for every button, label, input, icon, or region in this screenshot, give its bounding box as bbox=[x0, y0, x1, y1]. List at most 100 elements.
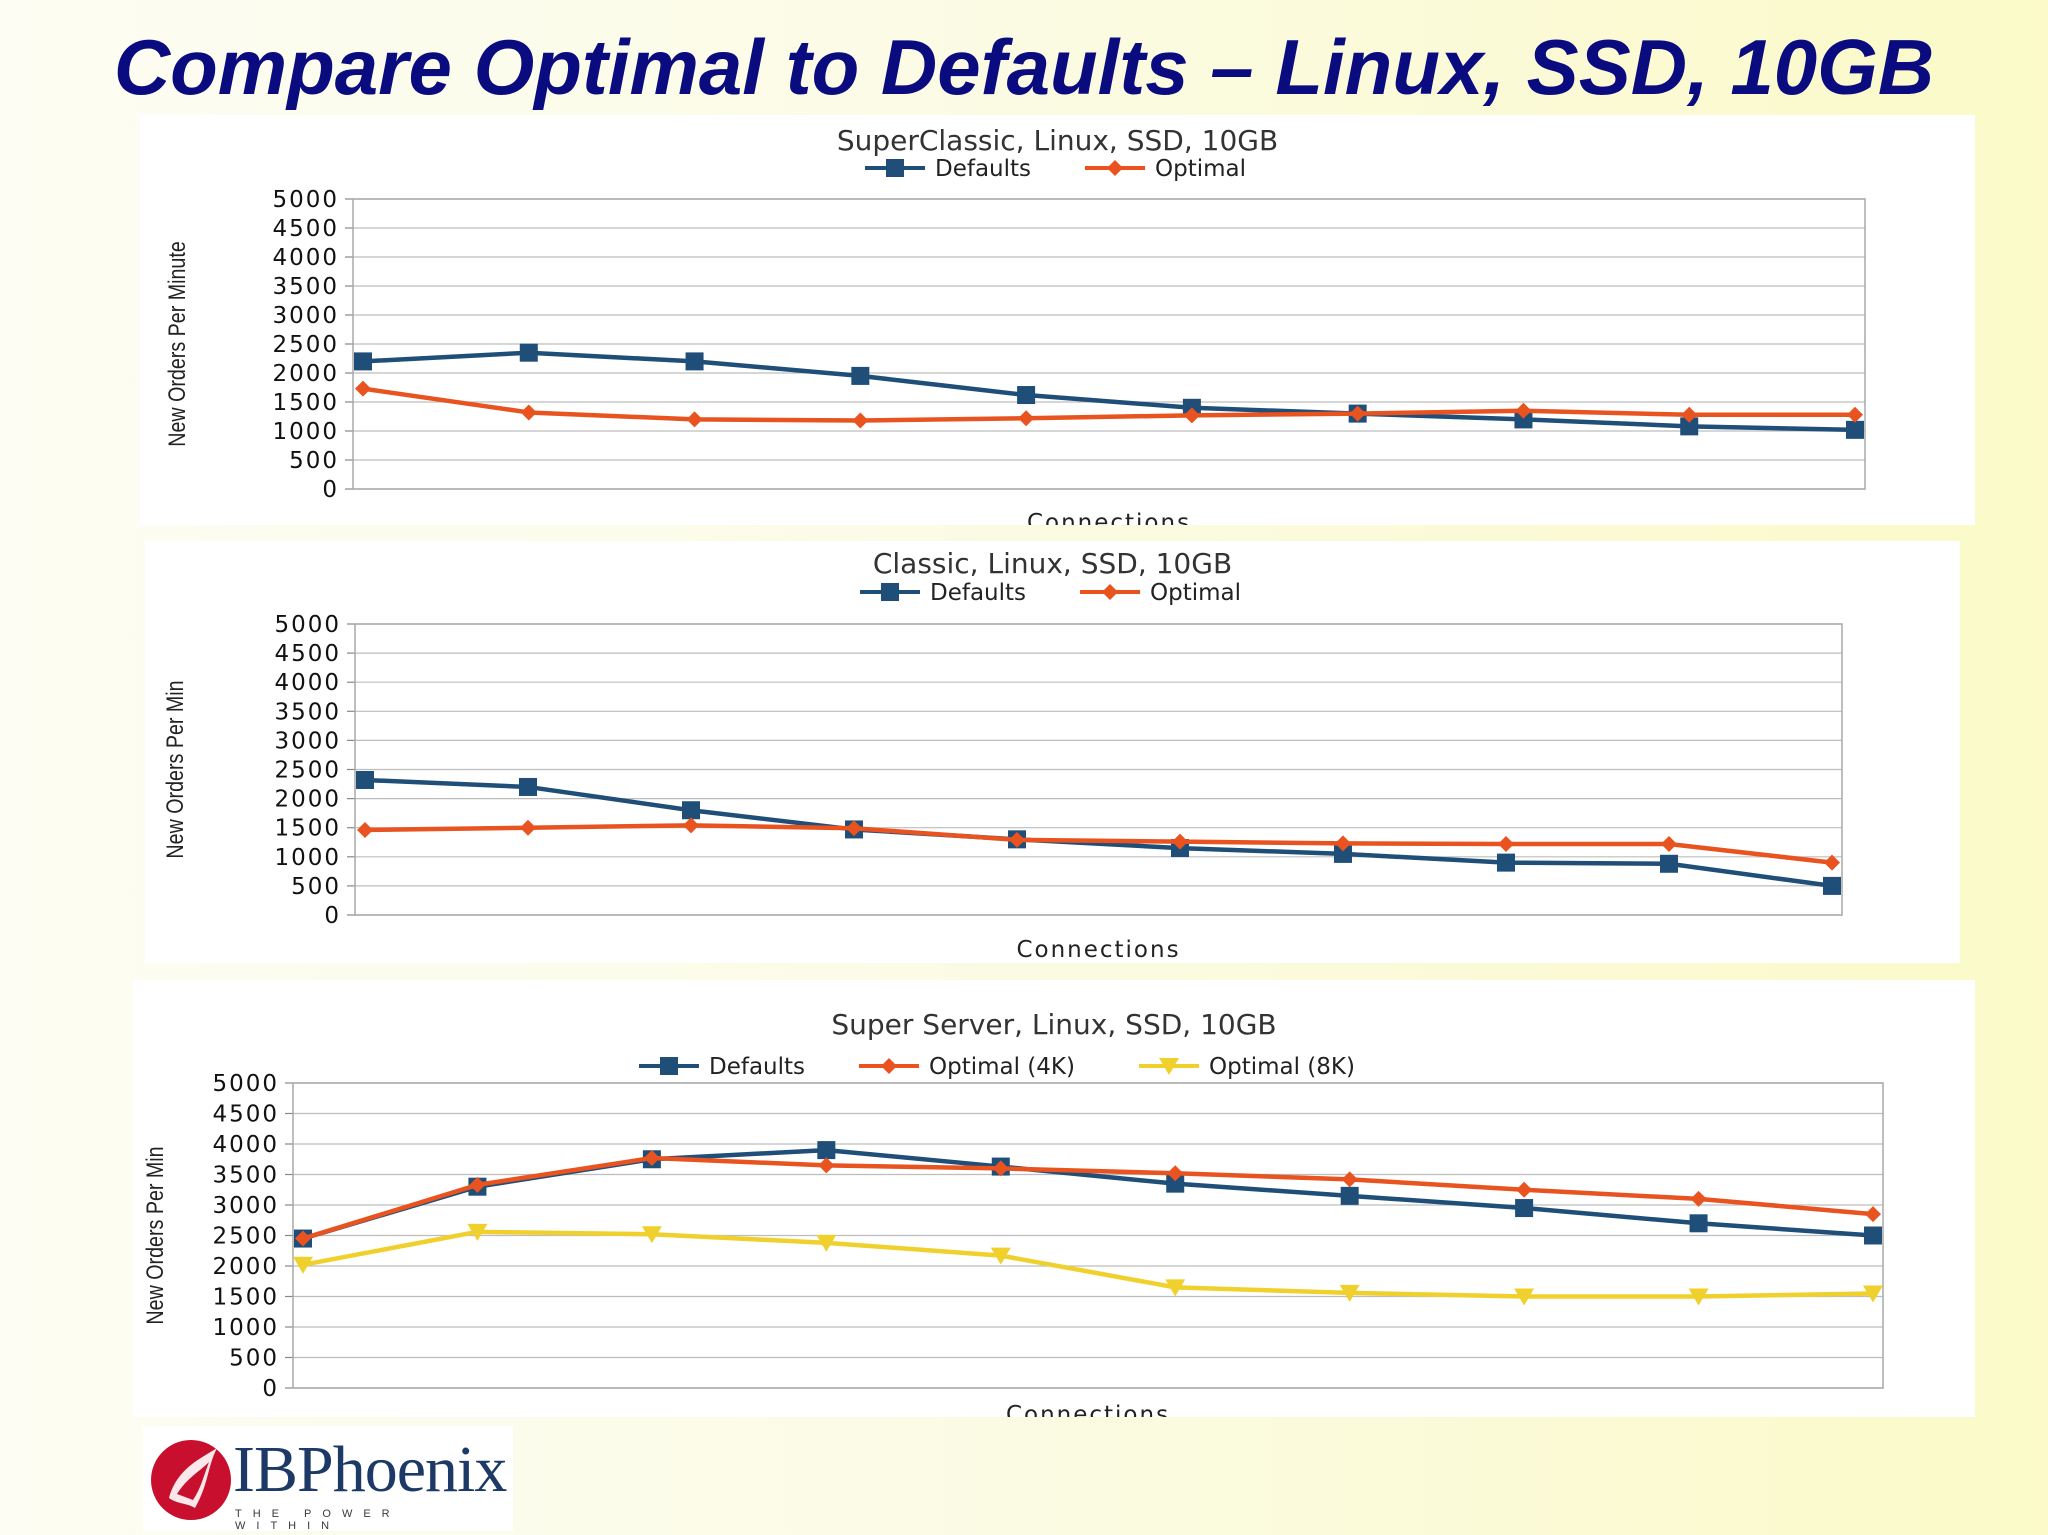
data-point bbox=[683, 817, 699, 834]
y-axis-label: New Orders Per Min bbox=[161, 680, 188, 858]
y-tick-label: 500 bbox=[229, 1346, 279, 1372]
y-tick-label: 3000 bbox=[274, 728, 341, 754]
data-point bbox=[520, 819, 536, 836]
series-line bbox=[362, 386, 1855, 423]
series-line bbox=[362, 350, 1856, 433]
y-tick-label: 2500 bbox=[272, 332, 339, 358]
data-point bbox=[1823, 876, 1841, 895]
data-point bbox=[1865, 1206, 1881, 1223]
series-line bbox=[302, 1155, 1874, 1241]
y-tick-label: 3500 bbox=[272, 274, 339, 300]
legend-label: Optimal (8K) bbox=[1209, 1054, 1355, 1080]
data-point bbox=[816, 1234, 837, 1252]
x-axis-label: Connections bbox=[1027, 510, 1191, 525]
series-optimal-4k bbox=[295, 1150, 1881, 1247]
data-point bbox=[852, 412, 869, 429]
chart-grid: 0 500 1000 1500 2000 2500 3000 3500 4000 4500 5000 bbox=[274, 612, 1842, 929]
data-point bbox=[1514, 1288, 1535, 1306]
y-tick-label: 500 bbox=[291, 874, 341, 900]
y-tick-label: 4500 bbox=[212, 1102, 279, 1128]
data-point bbox=[1167, 1165, 1184, 1182]
data-point bbox=[1334, 844, 1352, 863]
x-axis-label: Connections bbox=[1016, 937, 1180, 963]
chart-svg-superserver: Super Server, Linux, SSD, 10GB Defaults Op… bbox=[141, 1008, 1884, 1417]
y-tick-label: 1500 bbox=[274, 816, 341, 842]
series-optimal-8k bbox=[293, 1223, 1883, 1306]
data-point bbox=[1498, 835, 1514, 852]
series-optimal bbox=[355, 380, 1863, 429]
data-point bbox=[1661, 835, 1677, 852]
data-point bbox=[293, 1256, 313, 1274]
y-tick-label: 0 bbox=[324, 903, 341, 929]
y-tick-label: 1000 bbox=[272, 419, 339, 445]
plot-area bbox=[292, 1082, 1884, 1389]
y-tick-label: 2000 bbox=[272, 361, 339, 387]
data-point bbox=[1166, 1174, 1185, 1193]
legend-label: Defaults bbox=[935, 156, 1031, 182]
data-point bbox=[1689, 1214, 1708, 1233]
y-tick-label: 1000 bbox=[274, 845, 341, 871]
data-point bbox=[1515, 402, 1532, 419]
y-tick-label: 1500 bbox=[212, 1285, 279, 1311]
data-point bbox=[1515, 1199, 1534, 1218]
legend-marker bbox=[881, 583, 899, 601]
data-point bbox=[354, 352, 372, 371]
series-optimal bbox=[357, 817, 1840, 871]
data-point bbox=[1165, 1279, 1186, 1297]
y-tick-label: 5000 bbox=[212, 1071, 279, 1097]
data-point bbox=[851, 366, 870, 385]
legend-label: Optimal bbox=[1150, 580, 1241, 606]
data-point bbox=[1847, 406, 1863, 423]
legend-marker bbox=[660, 1057, 678, 1075]
series-line bbox=[302, 1229, 1874, 1299]
data-point bbox=[519, 777, 537, 796]
series-defaults bbox=[356, 770, 1841, 895]
logo-tagline: THE POWER WITHIN bbox=[235, 1508, 401, 1532]
data-point bbox=[295, 1230, 311, 1247]
data-point bbox=[1183, 407, 1200, 424]
legend-marker bbox=[1159, 1058, 1179, 1075]
y-tick-label: 2000 bbox=[212, 1254, 279, 1280]
y-tick-label: 5000 bbox=[272, 187, 339, 213]
plot-area bbox=[352, 198, 1866, 490]
chart-title: Super Server, Linux, SSD, 10GB bbox=[831, 1008, 1276, 1041]
y-tick-label: 3500 bbox=[274, 699, 341, 725]
series-line bbox=[364, 777, 1833, 889]
data-point bbox=[818, 1157, 835, 1174]
data-point bbox=[469, 1176, 486, 1193]
y-tick-label: 1500 bbox=[272, 390, 339, 416]
y-tick-label: 4000 bbox=[212, 1132, 279, 1158]
phoenix-emblem-icon bbox=[151, 1440, 231, 1520]
data-point bbox=[1681, 406, 1698, 423]
y-tick-label: 3500 bbox=[212, 1163, 279, 1189]
legend-marker bbox=[881, 1058, 897, 1074]
data-point bbox=[1863, 1285, 1883, 1303]
data-point bbox=[1335, 835, 1351, 852]
chart-superserver: Super Server, Linux, SSD, 10GB Defaults Op… bbox=[133, 980, 1975, 1417]
data-point bbox=[1846, 420, 1864, 439]
chart-legend: Defaults Optimal (4K) Optimal (8K) bbox=[639, 1054, 1355, 1080]
y-tick-label: 0 bbox=[262, 1376, 279, 1402]
chart-grid: 0 500 1000 1500 2000 2500 3000 3500 4000 4500 5000 bbox=[272, 187, 1865, 503]
data-point bbox=[520, 404, 537, 421]
data-point bbox=[1341, 1171, 1358, 1188]
data-point bbox=[355, 380, 371, 397]
data-point bbox=[1339, 1284, 1360, 1302]
y-tick-label: 5000 bbox=[274, 612, 341, 638]
data-point bbox=[467, 1223, 488, 1241]
data-point bbox=[643, 1150, 660, 1167]
data-point bbox=[1864, 1226, 1882, 1245]
y-tick-label: 2500 bbox=[274, 758, 341, 784]
chart-legend: Defaults Optimal bbox=[860, 580, 1241, 606]
data-point bbox=[686, 411, 703, 428]
data-point bbox=[817, 1141, 836, 1160]
data-point bbox=[1009, 831, 1025, 848]
data-point bbox=[519, 343, 538, 362]
chart-legend: Defaults Optimal bbox=[865, 156, 1246, 182]
series-defaults bbox=[354, 343, 1864, 439]
y-tick-label: 4500 bbox=[272, 216, 339, 242]
chart-superclassic: SuperClassic, Linux, SSD, 10GB Defaults Op… bbox=[140, 115, 1975, 525]
y-axis-label: New Orders Per Minute bbox=[163, 241, 190, 447]
data-point bbox=[1680, 417, 1699, 436]
